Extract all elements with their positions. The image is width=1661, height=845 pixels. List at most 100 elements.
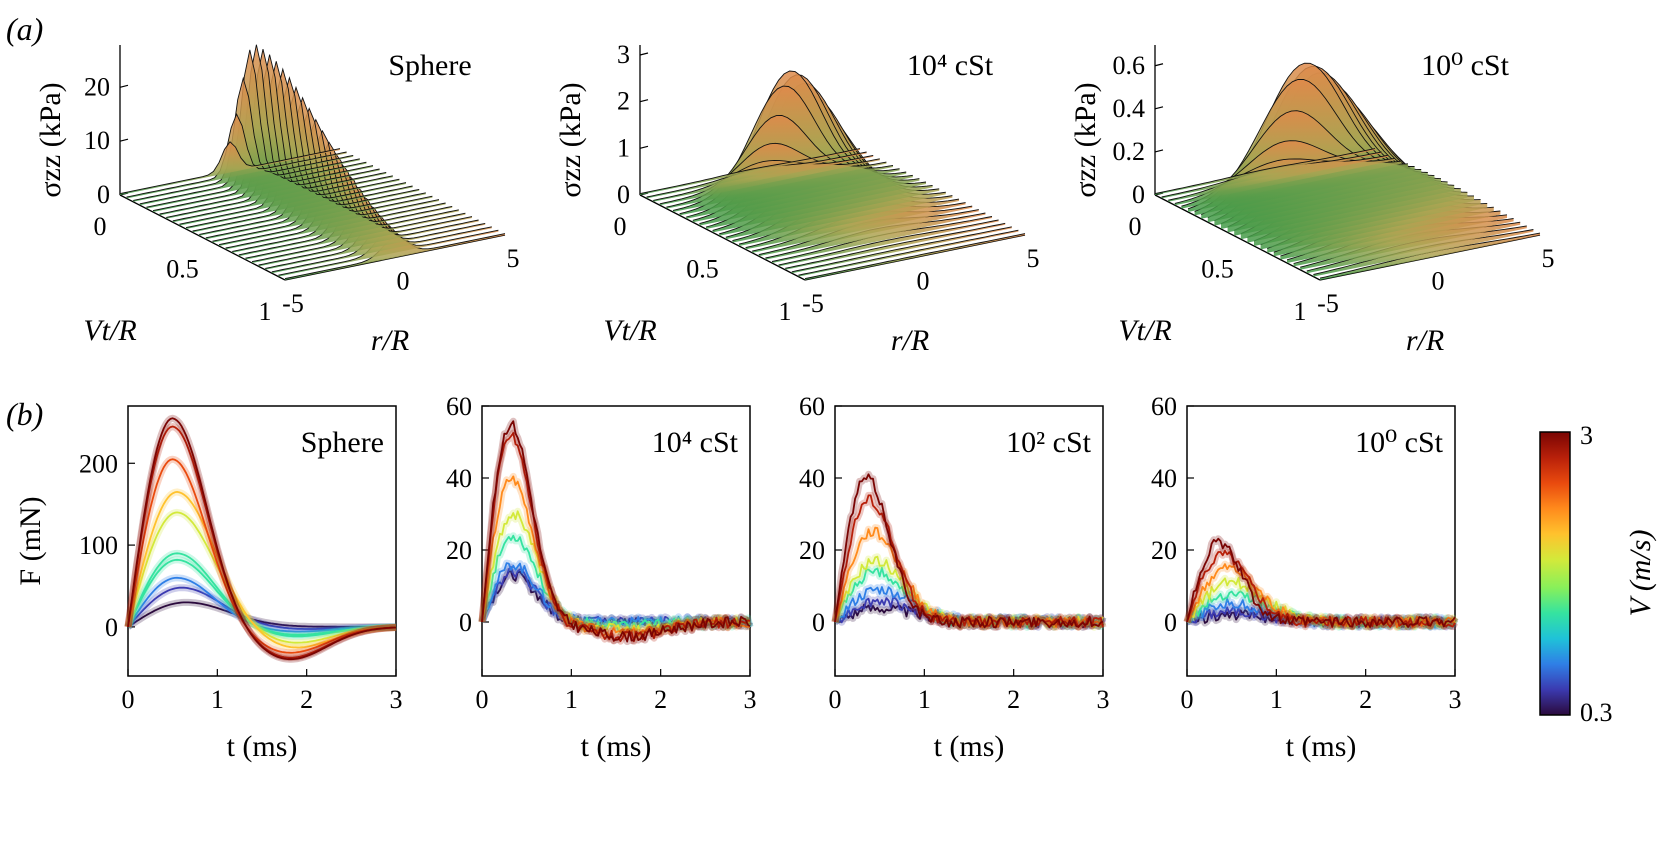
r-tick-label: 0 [397,267,410,296]
surface-slice [798,230,1019,277]
surface-slice [778,219,999,267]
surface-slice [758,209,979,257]
surface-slice [120,141,340,195]
series-line [127,552,396,638]
x-axis-label: t (ms) [1286,730,1357,763]
surface-slice-line [659,142,880,205]
r-tick-label: 5 [1542,244,1555,273]
x-tick-label: 2 [1359,685,1372,714]
y-tick-label: 40 [799,464,825,493]
surface-slice-line [139,49,360,205]
surface-slice [785,223,1006,270]
x-tick-label: 1 [565,685,578,714]
surface-slice [653,155,874,202]
r-tick-label: 5 [507,244,520,273]
y-tick-label: 200 [79,449,118,478]
z-tick-label: 0.4 [1113,94,1146,123]
colorbar-scale [1539,431,1571,716]
surface-slice [1320,233,1540,280]
y-tick-label: 0 [459,608,472,637]
y-tick-label: 20 [1151,536,1177,565]
plot-frame [127,405,397,677]
plot-frame [834,405,1104,677]
vt-tick-label: 1 [259,297,272,326]
force-plot-1e2-cst: 0 1 2 3 0 20 40 60 t (ms) 10² cSt [799,392,1110,763]
x-tick-label: 3 [744,685,757,714]
panel-label-a: (a) [6,11,43,47]
vt-tick-label: 1 [1294,297,1307,326]
surface-slice-line [225,152,446,249]
surface-slice [791,226,1012,274]
surface-slice-line [778,219,999,266]
x-tick-label: 0 [122,685,135,714]
z-axis-label: σzz (kPa) [554,82,587,197]
surface-slice [752,206,973,253]
x-tick-label: 1 [1270,685,1283,714]
z-tick [119,138,129,142]
y-tick-label: 40 [1151,464,1177,493]
surface-slice-line [166,61,387,218]
surface-slice [805,233,1025,280]
surface-slice [772,216,992,263]
z-tick [1154,106,1164,110]
z-tick-label: 0 [617,180,630,209]
z-tick [119,84,129,88]
surface-plot-1e4-cst: 0 1 2 3 0 0.5 1 -5 0 5 σzz (kPa) Vt/R r/R 10⁴ cSt [554,40,1040,357]
z-tick-label: 20 [84,72,110,101]
surface-slice [1287,214,1507,263]
surface-slice-line [126,112,347,198]
surface-plot-sphere: 0 10 20 0 0.5 1 -5 0 5 σzz (kPa) Vt/R r/R Sphere [34,44,520,357]
z-tick-label: 3 [617,40,630,69]
plot-title: 10⁰ cSt [1355,426,1444,459]
surface-slice [640,148,860,195]
series-line [127,576,397,633]
z-tick [639,145,649,149]
x-tick-label: 0 [829,685,842,714]
x-axis-label: t (ms) [934,730,1005,763]
r-tick-label: -5 [802,289,824,318]
surface-slice-line [119,141,341,195]
x-tick-label: 0 [476,685,489,714]
z-tick [639,99,649,103]
vt-tick-label: 0 [614,212,627,241]
y-tick-label: 60 [799,392,825,421]
vt-tick-label: 0.5 [686,255,719,284]
x-tick-label: 0 [1181,685,1194,714]
surface-slice-line [179,76,400,225]
vt-axis [1154,194,1321,281]
surface-slice-line [785,222,1006,269]
vt-tick-label: 0.5 [1201,255,1234,284]
series-line [834,473,1104,629]
surface-slice [271,222,492,274]
surface-slice-line [218,141,440,246]
z-tick [639,52,649,56]
vt-tick-label: 0.5 [166,255,199,284]
force-plot-1e0-cst: 0 1 2 3 0 20 40 60 t (ms) 10⁰ cSt [1151,392,1462,763]
surface-slice-line [185,85,407,229]
surface-title: 10⁰ cSt [1421,49,1510,82]
r-axis-label: r/R [891,324,929,357]
surface-title: Sphere [388,49,471,82]
surface-slice-line [152,48,374,212]
x-tick-label: 2 [1007,685,1020,714]
z-tick-label: 0 [97,180,110,209]
series-line [127,458,397,654]
surface-slice-line [146,44,367,208]
surface-slice-line [653,154,874,201]
z-tick-label: 2 [617,87,630,116]
series-band [478,532,754,634]
plot-frame [481,405,751,677]
z-tick-label: 10 [84,126,110,155]
surface-plot-1e0-cst: 0 0.2 0.4 0.6 0 0.5 1 -5 0 5 σzz (kPa) Vt/R r/R 10⁰ c… [1069,45,1555,357]
surface-slice-line [133,76,354,201]
vt-axis-label: Vt/R [83,314,136,347]
surface-slice-line [212,129,433,242]
vt-tick-label: 0 [94,212,107,241]
r-tick-label: -5 [282,289,304,318]
surface-slice [646,152,867,199]
x-tick-label: 1 [211,685,224,714]
plot-frame [1186,405,1456,677]
vt-tick-label: 1 [779,297,792,326]
z-tick-label: 0.6 [1113,51,1146,80]
